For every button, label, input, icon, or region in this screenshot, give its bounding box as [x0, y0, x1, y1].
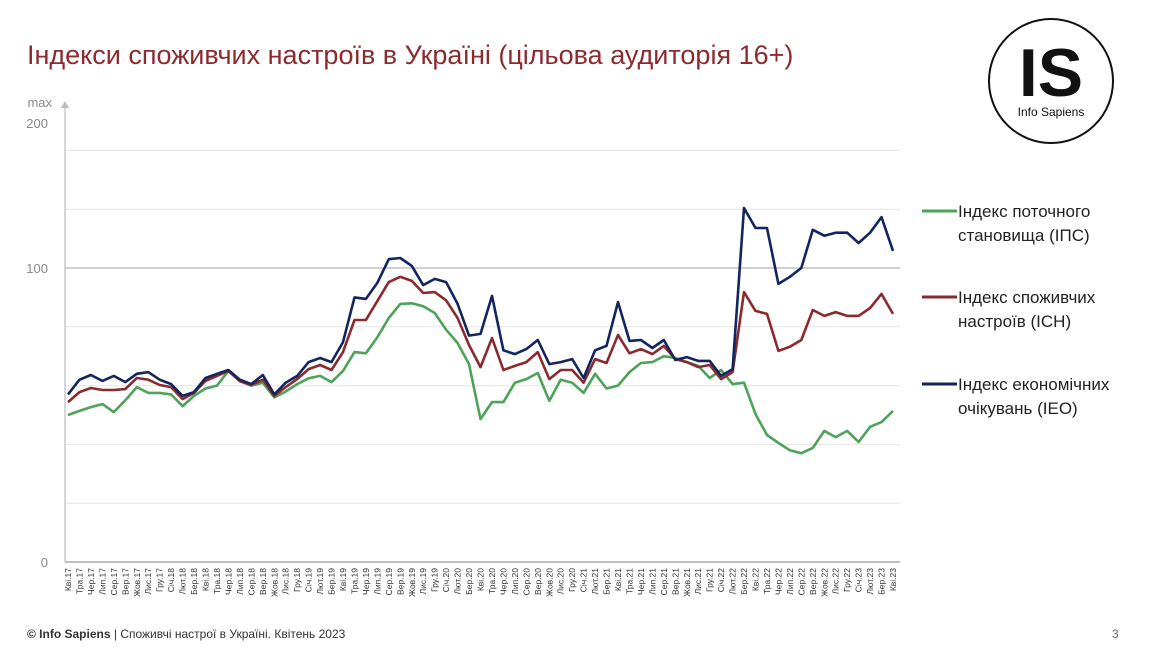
x-tick-label: Кві.18 — [201, 568, 211, 591]
x-tick-label: Жов.22 — [819, 568, 829, 597]
y-tick-label: 0 — [41, 555, 48, 570]
x-tick-label: Жов.21 — [682, 568, 692, 597]
x-tick-label: Бер.21 — [602, 568, 612, 595]
x-tick-label: Бер.19 — [327, 568, 337, 595]
x-tick-label: Тра.18 — [212, 568, 222, 594]
x-tick-label: Жов.19 — [407, 568, 417, 597]
x-tick-label: Сер.19 — [384, 568, 394, 596]
x-tick-label: Чер.19 — [361, 568, 371, 595]
legend-label: Індекс економічних очікувань (ІЕО) — [958, 375, 1110, 418]
x-tick-label: Лис.19 — [418, 568, 428, 595]
page-number: 3 — [1112, 627, 1119, 641]
legend-label: Індекс споживчих настроїв (ІСН) — [958, 288, 1096, 331]
series-line — [67, 275, 895, 404]
x-tick-label: Чер.21 — [636, 568, 646, 595]
x-tick-label: Сер.22 — [796, 568, 806, 596]
x-tick-label: Лют.19 — [315, 568, 325, 595]
x-tick-label: Гру.17 — [155, 568, 165, 592]
x-tick-label: Кві.22 — [751, 568, 761, 591]
x-tick-label: Лют.22 — [728, 568, 738, 595]
x-tick-label: Жов.18 — [269, 568, 279, 597]
x-tick-label: Січ.20 — [441, 568, 451, 593]
x-tick-label: Сер.18 — [246, 568, 256, 596]
x-tick-label: Лис.18 — [281, 568, 291, 595]
x-tick-label: Вер.17 — [120, 568, 130, 595]
x-tick-label: Тра.22 — [762, 568, 772, 594]
x-tick-label: Сер.17 — [109, 568, 119, 596]
x-tick-label: Вер.18 — [258, 568, 268, 595]
x-tick-label: Бер.20 — [464, 568, 474, 595]
x-tick-label: Кві.23 — [888, 568, 898, 591]
logo-circle — [988, 18, 1114, 144]
footer-text: | Споживчі настрої в Україні. Квітень 20… — [113, 627, 346, 641]
x-tick-label: Січ.22 — [716, 568, 726, 593]
logo-mark: IS — [1019, 35, 1083, 111]
chart-title: Індекси споживчих настроїв в Україні (ці… — [27, 40, 794, 70]
x-tick-label: Жов.17 — [132, 568, 142, 597]
x-tick-label: Лип.21 — [647, 568, 657, 595]
x-tick-label: Сер.21 — [659, 568, 669, 596]
x-tick-label: Тра.21 — [624, 568, 634, 594]
x-tick-label: Гру.21 — [705, 568, 715, 592]
logo-name: Info Sapiens — [1018, 105, 1085, 119]
axis-arrow — [61, 101, 69, 108]
x-tick-label: Кві.20 — [476, 568, 486, 591]
x-tick-label: Кві.21 — [613, 568, 623, 591]
x-tick-label: Вер.21 — [670, 568, 680, 595]
x-tick-label: Лют.18 — [178, 568, 188, 595]
x-tick-label: Бер.18 — [189, 568, 199, 595]
x-tick-label: Січ.21 — [579, 568, 589, 593]
series-line — [67, 302, 894, 455]
x-tick-label: Чер.18 — [223, 568, 233, 595]
x-tick-label: Вер.22 — [808, 568, 818, 595]
x-tick-label: Бер.22 — [739, 568, 749, 595]
x-tick-label: Чер.17 — [86, 568, 96, 595]
x-tick-label: Кві.19 — [338, 568, 348, 591]
axis-top-value: 200 — [26, 116, 48, 131]
x-tick-label: Лют.23 — [865, 568, 875, 595]
x-tick-label: Гру.19 — [430, 568, 440, 592]
legend-label: Індекс поточного становища (ІПС) — [958, 202, 1091, 245]
x-tick-label: Лип.19 — [372, 568, 382, 595]
x-tick-label: Вер.20 — [533, 568, 543, 595]
x-tick-label: Кві.17 — [63, 568, 73, 591]
x-tick-label: Лип.17 — [97, 568, 107, 595]
x-tick-label: Бер.23 — [877, 568, 887, 595]
x-tick-label: Лис.17 — [143, 568, 153, 595]
x-tick-label: Вер.19 — [395, 568, 405, 595]
x-tick-label: Тра.19 — [349, 568, 359, 594]
x-tick-label: Лют.20 — [453, 568, 463, 595]
x-tick-label: Лис.21 — [693, 568, 703, 595]
x-tick-label: Чер.22 — [773, 568, 783, 595]
x-tick-label: Січ.18 — [166, 568, 176, 593]
x-tick-label: Лип.22 — [785, 568, 795, 595]
x-tick-label: Лют.21 — [590, 568, 600, 595]
x-tick-label: Гру.18 — [292, 568, 302, 592]
x-tick-label: Лис.22 — [831, 568, 841, 595]
x-tick-label: Січ.19 — [304, 568, 314, 593]
y-tick-label: 100 — [26, 261, 48, 276]
x-tick-label: Гру.22 — [842, 568, 852, 592]
x-tick-label: Жов.20 — [544, 568, 554, 597]
footer: © Info Sapiens | Споживчі настрої в Укра… — [27, 627, 345, 641]
x-tick-label: Тра.17 — [74, 568, 84, 594]
x-tick-label: Лис.20 — [556, 568, 566, 595]
series-line — [66, 206, 895, 398]
x-tick-label: Лип.18 — [235, 568, 245, 595]
x-tick-label: Чер.20 — [498, 568, 508, 595]
footer-source: © Info Sapiens — [27, 627, 111, 641]
x-tick-label: Січ.23 — [854, 568, 864, 593]
x-tick-label: Сер.20 — [521, 568, 531, 596]
x-tick-label: Тра.20 — [487, 568, 497, 594]
x-tick-label: Гру.20 — [567, 568, 577, 592]
x-tick-label: Лип.20 — [510, 568, 520, 595]
axis-top-label: max — [27, 95, 52, 110]
